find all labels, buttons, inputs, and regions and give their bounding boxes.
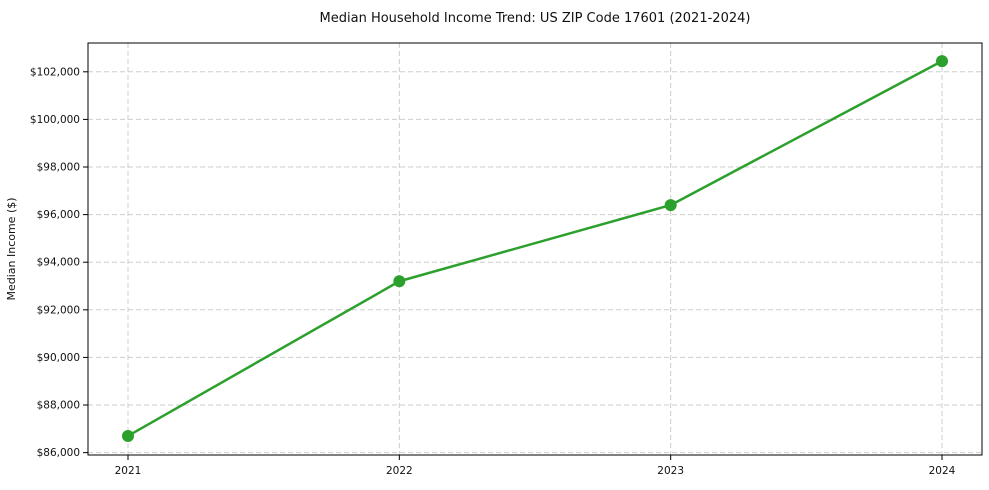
x-tick-label: 2023 [657,465,684,477]
y-tick-label: $88,000 [37,400,80,412]
y-tick-label: $100,000 [30,114,80,126]
trend-line [126,59,944,438]
data-point-marker [393,275,406,288]
y-tick-label: $96,000 [37,209,80,221]
y-tick-label: $102,000 [30,66,80,78]
chart-title: Median Household Income Trend: US ZIP Co… [320,11,751,26]
y-tick-label: $92,000 [37,304,80,316]
axes-layer [83,42,983,460]
tick-label-layer: $86,000 $88,000 $90,000 $92,000 $94,000 $96,0… [30,66,956,477]
grid-layer [88,43,982,455]
y-tick-label: $90,000 [37,352,80,364]
x-tick-label: 2022 [386,465,413,477]
series-layer [122,55,948,442]
y-tick-label: $94,000 [37,257,80,269]
data-point-marker [122,429,134,442]
plot-spines [87,42,983,456]
data-point-marker [664,199,677,212]
y-tick-label: $86,000 [37,447,80,459]
x-tick-label: 2021 [115,465,142,477]
y-axis-label: Median Income ($) [5,197,18,300]
data-point-marker [936,55,948,68]
y-tick-label: $98,000 [37,162,80,174]
x-tick-label: 2024 [929,465,956,477]
